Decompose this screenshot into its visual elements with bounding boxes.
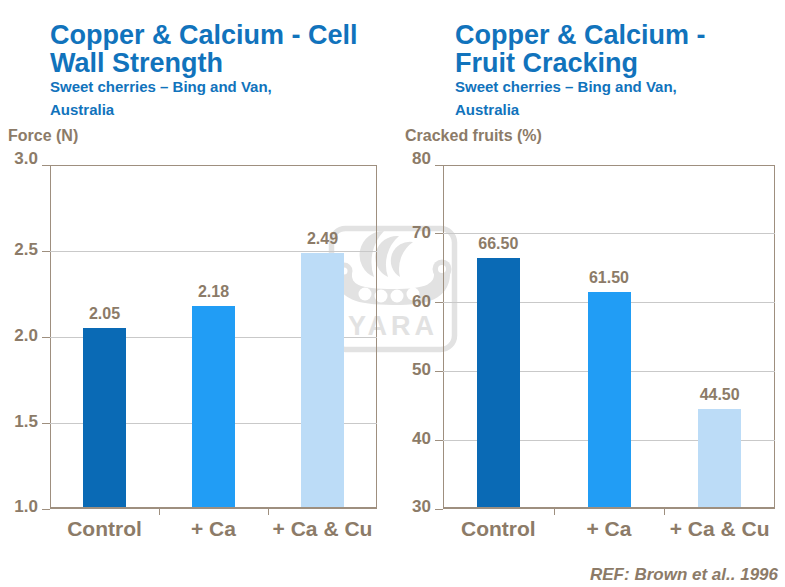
y-tick-label: 40: [387, 430, 431, 448]
x-tick-mark: [159, 509, 160, 515]
bar-ca: [192, 306, 235, 507]
chart-subtitle: Sweet cherries – Bing and Van, Australia: [455, 75, 677, 121]
y-tick-label: 60: [387, 293, 431, 311]
category-label-ca: + Ca: [154, 518, 274, 540]
bar-value-label: 2.05: [65, 305, 145, 323]
y-axis-label: Force (N): [8, 127, 78, 145]
y-tick-label: 1.5: [0, 413, 38, 431]
chart-fruit-cracking: Copper & Calcium - Fruit Cracking Sweet …: [393, 0, 785, 587]
chart-title-line1: Copper & Calcium - Cell: [50, 21, 358, 49]
y-tick-mark: [42, 337, 50, 338]
chart-subtitle-line2: Australia: [50, 98, 272, 121]
bar-value-label: 44.50: [680, 386, 760, 404]
y-tick-mark: [435, 509, 443, 510]
y-tick-label: 3.0: [0, 150, 38, 168]
y-tick-mark: [42, 165, 50, 166]
y-tick-mark: [435, 233, 443, 234]
chart-title-line2: Fruit Cracking: [455, 49, 706, 77]
chart-title: Copper & Calcium - Cell Wall Strength: [50, 21, 358, 77]
y-tick-mark: [435, 165, 443, 166]
x-tick-mark: [268, 509, 269, 515]
y-tick-mark: [435, 371, 443, 372]
y-tick-label: 70: [387, 224, 431, 242]
chart-subtitle-line1: Sweet cherries – Bing and Van,: [50, 75, 272, 98]
chart-title-line1: Copper & Calcium -: [455, 21, 706, 49]
chart-subtitle-line2: Australia: [455, 98, 677, 121]
gridline: [50, 251, 377, 252]
chart-title-line2: Wall Strength: [50, 49, 358, 77]
y-tick-mark: [42, 423, 50, 424]
chart-cell-wall-strength: Copper & Calcium - Cell Wall Strength Sw…: [0, 0, 392, 587]
category-label-control: Control: [438, 518, 558, 540]
x-tick-mark: [554, 509, 555, 515]
category-label-control: Control: [45, 518, 165, 540]
bar-value-label: 66.50: [458, 235, 538, 253]
slide: { "ref_note": "REF: Brown et al.. 1996",…: [0, 0, 785, 587]
chart-subtitle-line1: Sweet cherries – Bing and Van,: [455, 75, 677, 98]
y-tick-mark: [435, 440, 443, 441]
chart-title: Copper & Calcium - Fruit Cracking: [455, 21, 706, 77]
y-tick-label: 2.0: [0, 327, 38, 345]
y-tick-label: 50: [387, 361, 431, 379]
bar-control: [477, 258, 520, 507]
category-label-ca: + Ca: [549, 518, 669, 540]
y-tick-mark: [435, 302, 443, 303]
category-label-ca-cu: + Ca & Cu: [263, 518, 383, 540]
reference-note: REF: Brown et al.. 1996: [590, 565, 778, 585]
chart-subtitle: Sweet cherries – Bing and Van, Australia: [50, 75, 272, 121]
bar-value-label: 2.49: [283, 230, 363, 248]
bar-value-label: 61.50: [569, 269, 649, 287]
y-tick-label: 30: [387, 498, 431, 516]
bar-ca-cu: [301, 253, 344, 507]
y-tick-label: 1.0: [0, 498, 38, 516]
bar-ca: [588, 292, 631, 507]
y-tick-label: 80: [387, 150, 431, 168]
y-axis-label: Cracked fruits (%): [405, 127, 542, 145]
y-tick-label: 2.5: [0, 241, 38, 259]
bar-ca-cu: [698, 409, 741, 507]
x-tick-mark: [664, 509, 665, 515]
y-tick-mark: [42, 509, 50, 510]
y-tick-mark: [42, 251, 50, 252]
category-label-ca-cu: + Ca & Cu: [660, 518, 780, 540]
bar-value-label: 2.18: [174, 283, 254, 301]
bar-control: [83, 328, 126, 507]
